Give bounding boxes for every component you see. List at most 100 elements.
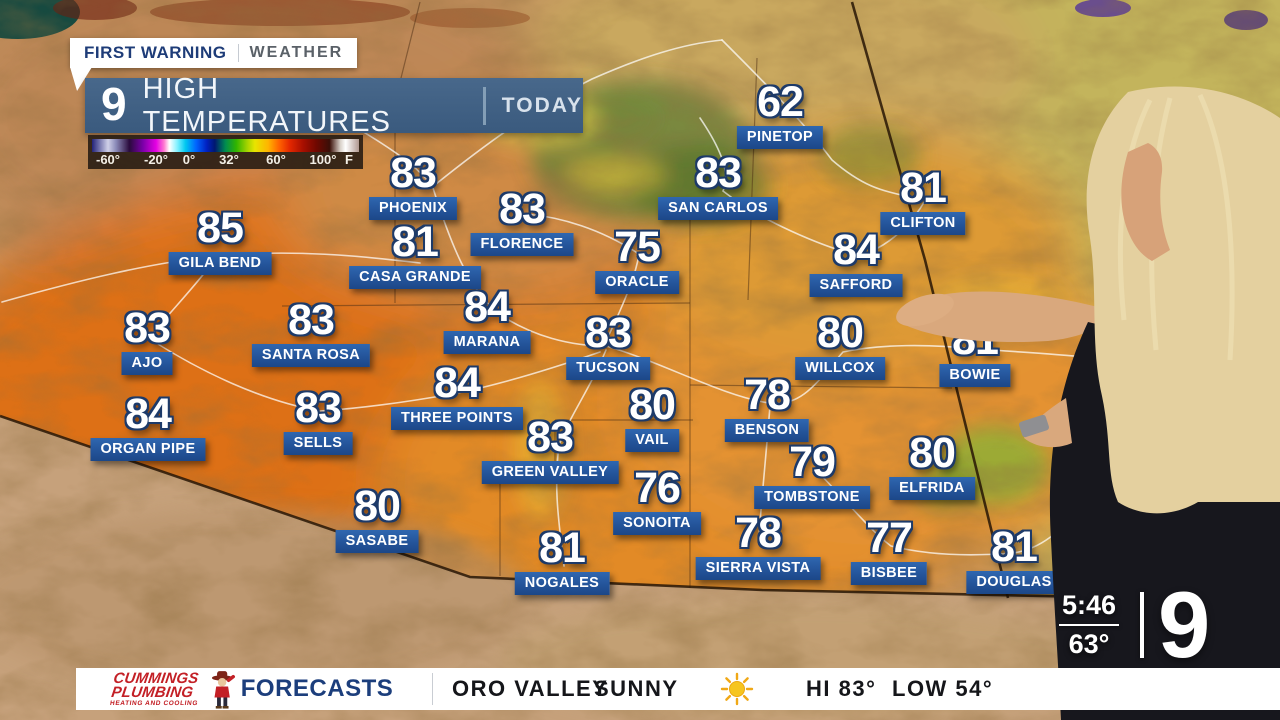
city-temp: 62 [757, 78, 804, 126]
city-marker: 83 SAN CARLOS [658, 152, 778, 220]
city-label: AJO [121, 352, 173, 375]
city-temp: 83 [527, 413, 574, 461]
city-label: CLIFTON [880, 212, 966, 235]
city-temp: 83 [695, 149, 742, 197]
city-marker: 83 FLORENCE [470, 185, 574, 256]
city-marker: 83 PHOENIX [368, 149, 458, 220]
sunny-icon [720, 668, 754, 710]
ticker-low-temp: LOW 54° [892, 676, 994, 701]
scale-tick-label: 60° [266, 152, 286, 167]
city-marker: 79 TOMBSTONE [754, 441, 870, 509]
city-marker: 80 VAIL [625, 384, 679, 452]
sponsor-mascot-icon [211, 671, 235, 709]
city-temp: 83 [390, 149, 437, 197]
city-marker: 78 BENSON [724, 371, 810, 442]
city-marker: 77 BISBEE [850, 517, 928, 585]
state-borders [0, 1, 1280, 603]
city-marker: 81 CASA GRANDE [349, 221, 481, 289]
ticker-section-label: FORECASTS [240, 675, 394, 702]
city-marker: 83 SANTA ROSA [251, 299, 371, 367]
city-temp: 81 [392, 218, 439, 266]
current-temp: 63° [1068, 628, 1110, 659]
city-temp: 84 [125, 390, 172, 438]
badge-primary-label: FIRST WARNING [84, 43, 227, 62]
city-marker: 83 AJO [121, 304, 173, 375]
city-marker: 81 NOGALES [514, 524, 610, 595]
city-temp: 84 [434, 359, 481, 407]
city-marker: 85 GILA BEND [168, 204, 272, 275]
city-label: FLORENCE [470, 233, 574, 256]
city-temp: 80 [909, 429, 956, 477]
city-temp: 79 [789, 438, 836, 486]
city-label: BENSON [724, 419, 810, 442]
city-temp: 81 [539, 524, 586, 572]
city-marker: 81 DOUGLAS [966, 526, 1062, 594]
city-marker: 83 TUCSON [566, 312, 650, 380]
city-marker: 81 CLIFTON [880, 164, 966, 235]
ticker-condition: SUNNY [594, 676, 679, 701]
city-temp: 84 [833, 226, 880, 274]
ticker-location: ORO VALLEY [452, 676, 609, 701]
city-label: SONOITA [613, 512, 701, 535]
city-marker: 84 SAFFORD [809, 226, 903, 297]
forecast-ticker: CUMMINGS PLUMBING HEATING AND COOLING FO… [76, 668, 1280, 710]
scale-tick-label: -60° [96, 152, 120, 167]
banner-title: HIGH TEMPERATURES [142, 72, 391, 138]
sponsor-line2: PLUMBING [110, 683, 195, 701]
city-marker: 80 SASABE [335, 485, 419, 553]
city-temp: 85 [197, 204, 244, 252]
station-clock-bug: 5:46 63° 9 [1046, 577, 1210, 672]
temperature-scale: -60° -20° 0° 32° 60° 100° F [88, 135, 363, 169]
city-marker: 84 ORGAN PIPE [90, 390, 206, 461]
city-label: SIERRA VISTA [695, 557, 821, 580]
scale-tick-label: 100° [309, 152, 337, 167]
ticker-divider [432, 673, 433, 705]
city-label: MARANA [443, 331, 531, 354]
city-label: THREE POINTS [391, 407, 523, 430]
city-label: WILLCOX [795, 357, 885, 380]
title-banner: 9 HIGH TEMPERATURES TODAY [85, 73, 583, 138]
city-temp: 84 [464, 283, 511, 331]
scale-tick-label: -20° [144, 152, 168, 167]
city-label: DOUGLAS [966, 571, 1062, 594]
current-time: 5:46 [1061, 589, 1117, 620]
banner-divider [482, 86, 486, 125]
city-temp: 76 [634, 464, 681, 512]
city-label: SAFFORD [809, 274, 903, 297]
clock-divider-line [1059, 623, 1119, 626]
city-marker: 62 PINETOP [736, 78, 824, 149]
city-label: GILA BEND [168, 252, 272, 275]
city-label: PINETOP [736, 126, 824, 149]
banner-subtitle: TODAY [501, 93, 583, 117]
badge-secondary-label: WEATHER [249, 44, 344, 61]
city-label: VAIL [625, 429, 679, 452]
city-temp: 78 [735, 509, 782, 557]
city-marker: 80 WILLCOX [795, 312, 885, 380]
city-label: BISBEE [850, 562, 928, 585]
city-temp: 83 [124, 304, 171, 352]
sponsor-line3: HEATING AND COOLING [109, 699, 199, 707]
city-marker: 83 GREEN VALLEY [481, 413, 619, 484]
city-temp: 78 [744, 371, 791, 419]
city-label: ORGAN PIPE [90, 438, 206, 461]
first-warning-badge: FIRST WARNING WEATHER [70, 38, 358, 91]
temperature-gradient-bar [92, 139, 359, 152]
sponsor-logo: CUMMINGS PLUMBING HEATING AND COOLING [109, 668, 240, 710]
scale-tick-label: 32° [219, 152, 239, 167]
station-9-logo: 9 [101, 77, 127, 130]
city-temp: 83 [499, 185, 546, 233]
badge-divider [237, 44, 239, 62]
city-temp: 81 [900, 164, 947, 212]
city-marker: 80 ELFRIDA [889, 432, 975, 500]
city-marker: 84 MARANA [443, 283, 531, 354]
city-marker: 75 ORACLE [595, 226, 679, 294]
scale-tick-label: 0° [182, 152, 196, 167]
city-label: ORACLE [595, 271, 679, 294]
city-marker: 78 SIERRA VISTA [695, 509, 821, 580]
city-label: TUCSON [566, 357, 650, 380]
city-label: ELFRIDA [889, 477, 975, 500]
city-temp: 83 [295, 384, 342, 432]
city-label: NOGALES [514, 572, 610, 595]
